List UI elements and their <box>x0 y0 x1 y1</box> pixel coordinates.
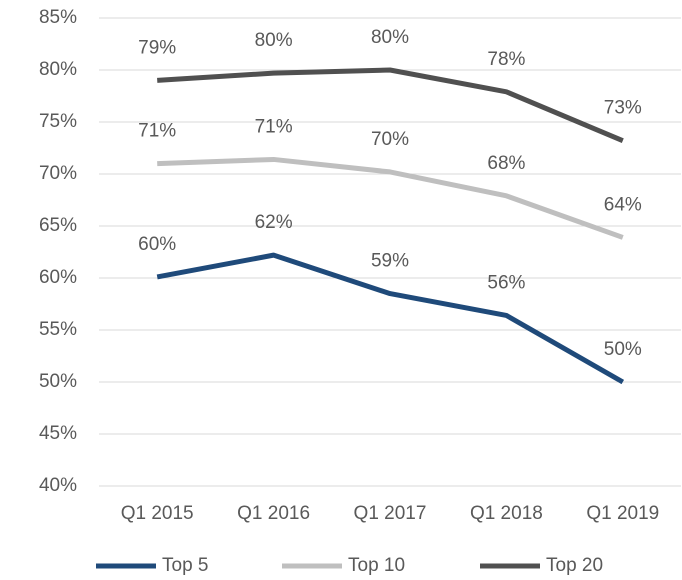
y-tick-label: 65% <box>39 215 77 236</box>
data-label: 56% <box>487 272 525 293</box>
x-tick-label: Q1 2019 <box>586 503 659 524</box>
legend-label: Top 20 <box>546 555 603 576</box>
y-tick-label: 70% <box>39 163 77 184</box>
x-tick-label: Q1 2018 <box>470 503 543 524</box>
data-label: 80% <box>371 27 409 48</box>
x-tick-label: Q1 2016 <box>237 503 310 524</box>
y-tick-label: 85% <box>39 7 77 28</box>
x-tick-label: Q1 2017 <box>354 503 427 524</box>
y-tick-label: 40% <box>39 475 77 496</box>
series-line <box>156 252 625 385</box>
data-label: 62% <box>255 212 293 233</box>
y-tick-label: 80% <box>39 59 77 80</box>
data-label: 79% <box>138 37 176 58</box>
data-label: 50% <box>604 339 642 360</box>
y-tick-label: 60% <box>39 267 77 288</box>
legend-label: Top 5 <box>162 555 208 576</box>
data-label: 59% <box>371 251 409 272</box>
y-tick-label: 45% <box>39 423 77 444</box>
data-label: 68% <box>487 153 525 174</box>
x-tick-label: Q1 2015 <box>121 503 194 524</box>
y-tick-label: 50% <box>39 371 77 392</box>
y-tick-label: 75% <box>39 111 77 132</box>
y-tick-label: 55% <box>39 319 77 340</box>
data-label: 73% <box>604 98 642 119</box>
data-label: 70% <box>371 129 409 150</box>
data-label: 78% <box>487 49 525 70</box>
legend-label: Top 10 <box>348 555 405 576</box>
data-label: 80% <box>255 30 293 51</box>
series-line <box>157 67 624 144</box>
data-label: 71% <box>138 121 176 142</box>
data-label: 71% <box>255 116 293 137</box>
data-label: 60% <box>138 234 176 255</box>
data-label: 64% <box>604 194 642 215</box>
series-line <box>157 156 624 240</box>
